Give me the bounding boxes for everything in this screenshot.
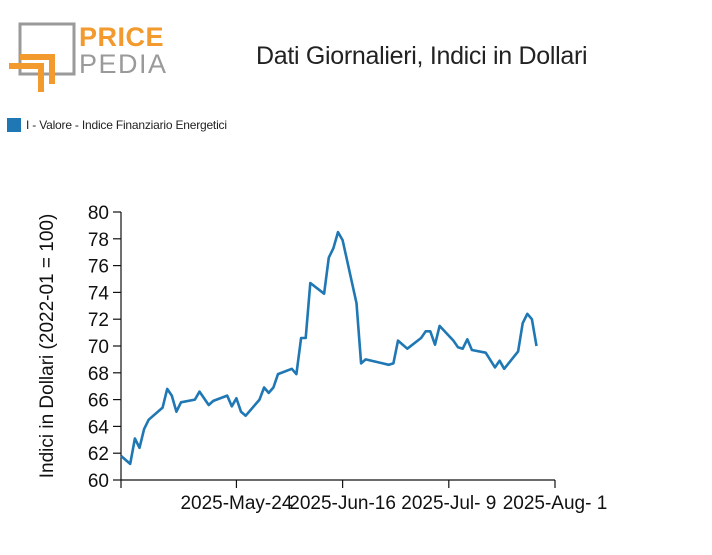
y-tick-label: 78 bbox=[88, 230, 109, 251]
y-tick-label: 64 bbox=[88, 417, 110, 438]
y-tick-label: 68 bbox=[88, 364, 109, 385]
x-tick-label: 2025-Aug- 1 bbox=[503, 493, 608, 514]
chart-plot-area bbox=[120, 230, 538, 466]
x-tick-label: 2025-Jun-16 bbox=[289, 493, 396, 514]
series-line bbox=[120, 230, 538, 466]
legend-swatch bbox=[7, 118, 21, 132]
y-tick-label: 76 bbox=[88, 257, 109, 278]
chart-title: Dati Giornalieri, Indici in Dollari bbox=[256, 42, 588, 70]
x-tick-label: 2025-Jul- 9 bbox=[401, 493, 496, 514]
y-tick-label: 62 bbox=[88, 444, 109, 465]
logo-square-gray bbox=[18, 22, 76, 76]
logo-mark-icon bbox=[9, 22, 76, 92]
y-tick-label: 74 bbox=[88, 283, 110, 304]
legend: I - Valore - Indice Finanziario Energeti… bbox=[7, 118, 227, 132]
logo-word-price: PRICE bbox=[79, 22, 165, 52]
y-tick-label: 66 bbox=[88, 391, 109, 412]
y-tick-label: 60 bbox=[88, 471, 109, 492]
y-tick-label: 70 bbox=[88, 337, 109, 358]
chart-axes: 60626466687072747678802025-May-242025-Ju… bbox=[88, 203, 607, 514]
y-tick-label: 72 bbox=[88, 310, 109, 331]
x-tick-label: 2025-May-24 bbox=[180, 493, 292, 514]
logo-bracket-orange bbox=[9, 63, 44, 92]
y-tick-label: 80 bbox=[88, 203, 109, 224]
pricepedia-logo: PRICE PEDIA bbox=[8, 22, 168, 94]
logo-word-pedia: PEDIA bbox=[79, 49, 168, 79]
legend-label: I - Valore - Indice Finanziario Energeti… bbox=[26, 118, 227, 132]
y-axis-label: Indici in Dollari (2022-01 = 100) bbox=[37, 214, 58, 479]
logo-bracket-orange-2 bbox=[20, 54, 55, 84]
